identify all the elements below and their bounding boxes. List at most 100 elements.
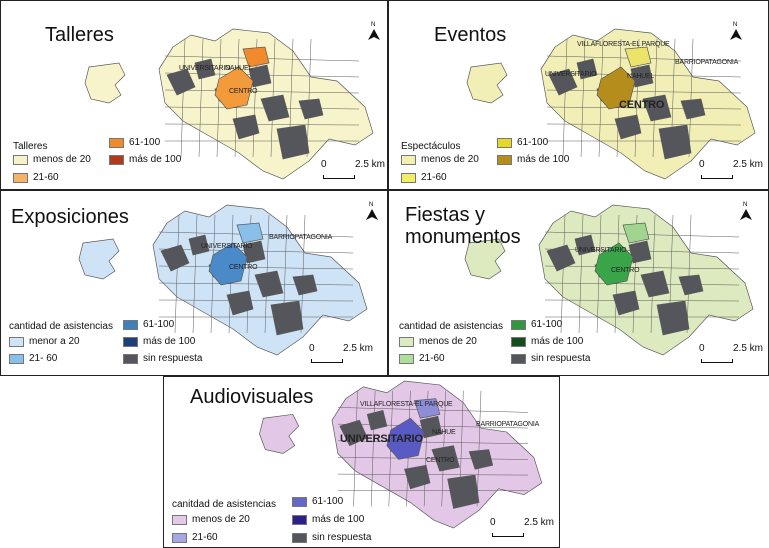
map-label-centro: CENTRO bbox=[619, 99, 665, 111]
no-response-district bbox=[226, 290, 254, 316]
map-label-universitario: UNIVERSITARIO bbox=[179, 65, 231, 72]
legend-swatch bbox=[123, 353, 138, 364]
outlying-district bbox=[78, 238, 120, 280]
scale-bar: 0 2.5 km bbox=[309, 343, 373, 365]
legend-title: Talleres bbox=[13, 141, 48, 152]
district-highlight-secondary bbox=[622, 222, 650, 244]
district-boundary bbox=[546, 123, 742, 126]
no-response-district bbox=[680, 98, 706, 120]
no-response-district bbox=[260, 94, 290, 122]
district-boundary bbox=[546, 89, 742, 94]
legend-swatch bbox=[497, 154, 512, 165]
panel-title-line2: monumentos bbox=[405, 226, 521, 248]
north-arrow-icon: N bbox=[729, 22, 743, 43]
legend-item: sin respuesta bbox=[292, 532, 371, 543]
no-response-district bbox=[614, 114, 642, 140]
scale-bar: 0 2.5 km bbox=[699, 343, 763, 365]
legend-swatch bbox=[292, 532, 307, 543]
district-boundary bbox=[476, 390, 482, 507]
legend-item: menos de 20 bbox=[13, 154, 91, 165]
district-boundary bbox=[686, 214, 692, 334]
district-boundary bbox=[337, 473, 529, 476]
map-label-barriopatagonia: BARRIOPATAGONIA bbox=[675, 59, 739, 66]
no-response-district bbox=[447, 474, 480, 509]
legend-title: canitdad de asistencias bbox=[172, 499, 276, 510]
district-boundary bbox=[337, 440, 529, 444]
district-boundary bbox=[370, 390, 376, 507]
no-response-district bbox=[546, 244, 576, 272]
district-boundary bbox=[198, 38, 204, 158]
no-response-district bbox=[468, 449, 494, 470]
legend-swatch bbox=[9, 353, 24, 364]
legend-item: 61-100 bbox=[123, 319, 174, 330]
central-district-highlight bbox=[214, 66, 254, 110]
legend-item: 61-100 bbox=[511, 319, 562, 330]
legend-swatch bbox=[401, 154, 416, 165]
panel-title: Exposiciones bbox=[11, 206, 129, 228]
district-highlight-secondary bbox=[242, 46, 270, 68]
map-label-centro: CENTRO bbox=[229, 264, 258, 271]
map-label-centro: CENTRO bbox=[611, 267, 640, 274]
legend-swatch bbox=[123, 319, 138, 330]
no-response-district bbox=[642, 94, 672, 122]
district-boundary bbox=[306, 38, 312, 158]
legend-swatch bbox=[109, 154, 124, 165]
central-district-highlight bbox=[594, 242, 634, 286]
map-label-universitario: UNIVERSITARIO bbox=[340, 433, 423, 445]
no-response-district bbox=[292, 274, 318, 296]
no-response-district bbox=[640, 270, 670, 298]
legend-item: 21-60 bbox=[399, 353, 445, 364]
map-label-nahue: NAHUE bbox=[432, 429, 456, 436]
legend-item: sin respuesta bbox=[511, 353, 590, 364]
panel-title: Eventos bbox=[434, 24, 507, 46]
legend-item: 61-100 bbox=[497, 137, 548, 148]
no-response-district bbox=[194, 58, 216, 80]
legend-title: Espectáculos bbox=[401, 141, 461, 152]
scale-bar: 0 2.5 km bbox=[699, 159, 763, 181]
legend-item: menos de 20 bbox=[401, 154, 479, 165]
legend-item: más de 100 bbox=[123, 336, 195, 347]
scale-bar: 0 2.5 km bbox=[490, 517, 554, 539]
no-response-district bbox=[431, 445, 460, 472]
legend-title: cantidad de asistencias bbox=[9, 321, 113, 332]
map-panel-audiovisuales: Audiovisuales VILLAFLORESTA-EL PARQUE UN… bbox=[163, 376, 560, 548]
map-panel-exposiciones: Exposiciones UNIVERSITARIO BARRIOPATAGON… bbox=[0, 190, 388, 376]
city-map-exposiciones bbox=[78, 204, 368, 356]
city-map-fiestas bbox=[464, 204, 754, 356]
legend-item: 21- 60 bbox=[9, 353, 57, 364]
legend-item: 61-100 bbox=[292, 496, 343, 507]
no-response-district bbox=[366, 409, 388, 431]
map-panel-fiestas: Fiestas y monumentos UNIVERSITARIO CENTR… bbox=[388, 190, 769, 376]
legend-item: más de 100 bbox=[292, 514, 364, 525]
legend-swatch bbox=[292, 514, 307, 525]
central-district-highlight bbox=[208, 242, 248, 286]
district-boundary bbox=[164, 123, 360, 126]
district-boundary bbox=[578, 214, 584, 334]
legend-swatch bbox=[9, 336, 24, 347]
no-response-district bbox=[576, 58, 598, 80]
no-response-district bbox=[276, 124, 310, 160]
legend-swatch bbox=[511, 336, 526, 347]
panel-title: Talleres bbox=[45, 24, 114, 46]
no-response-district bbox=[612, 290, 640, 316]
district-boundary bbox=[353, 390, 358, 507]
panel-title: Audiovisuales bbox=[190, 386, 314, 408]
city-map-audiovisuales bbox=[259, 380, 543, 529]
map-panel-eventos: Eventos VILLAFLORESTA-EL PARQUE UNIVERSI… bbox=[388, 0, 769, 190]
map-geometry bbox=[78, 204, 368, 356]
north-arrow-icon: N bbox=[365, 202, 379, 223]
legend-item: 21-60 bbox=[13, 172, 59, 183]
no-response-district bbox=[166, 68, 196, 96]
no-response-district bbox=[678, 274, 704, 296]
legend-item: más de 100 bbox=[511, 336, 583, 347]
district-boundary bbox=[560, 214, 566, 334]
outlying-district bbox=[259, 413, 300, 454]
legend-item: menor a 20 bbox=[9, 336, 80, 347]
outlying-district bbox=[84, 62, 126, 104]
legend-item: menos de 20 bbox=[399, 336, 477, 347]
map-geometry bbox=[259, 380, 543, 529]
legend-swatch bbox=[172, 532, 187, 543]
district-highlight-secondary bbox=[413, 398, 441, 419]
district-boundary bbox=[546, 106, 742, 110]
no-response-district bbox=[160, 244, 190, 272]
